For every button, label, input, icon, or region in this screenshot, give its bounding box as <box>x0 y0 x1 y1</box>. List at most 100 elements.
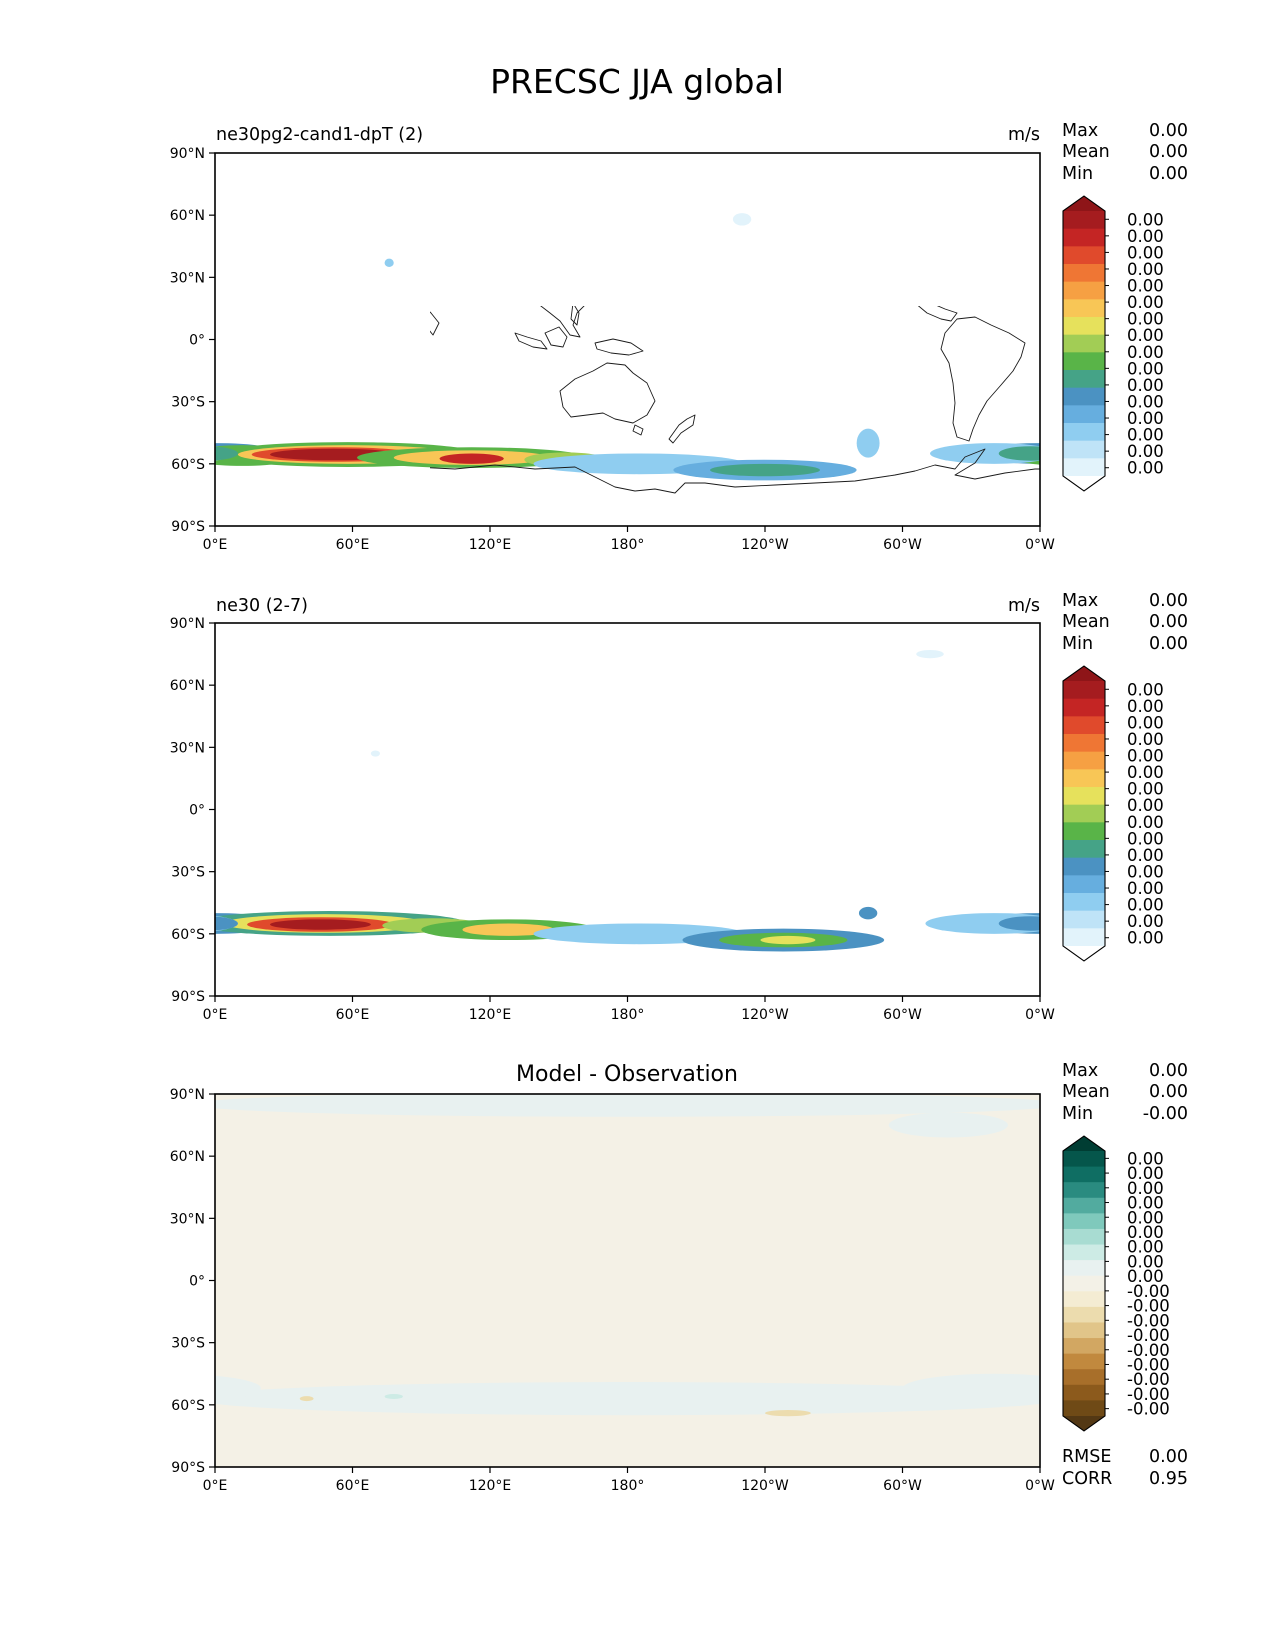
x-tick-label: 0°E <box>203 1007 228 1023</box>
y-tick-label: 60°N <box>170 678 205 694</box>
y-tick-label: 60°N <box>170 208 205 224</box>
panel-subtitle: Model - Observation <box>516 1062 738 1087</box>
colorbar-bin <box>1063 334 1105 353</box>
data-region <box>732 213 752 226</box>
colorbar-label: 0.00 <box>1127 1223 1164 1242</box>
colorbar-label: 0.00 <box>1127 376 1164 395</box>
stat-label: Max <box>1062 121 1098 141</box>
x-tick-label: 0°W <box>1025 1478 1055 1494</box>
x-tick-label: 120°E <box>469 537 512 553</box>
colorbar-bin <box>1063 440 1105 459</box>
colorbar-label: 0.00 <box>1127 813 1164 832</box>
y-tick-label: 30°S <box>171 865 205 881</box>
colorbar-extension-bottom <box>1063 476 1105 491</box>
data-region <box>215 1382 1040 1416</box>
colorbar-bin <box>1063 352 1105 371</box>
y-tick-label: 0° <box>189 803 205 819</box>
colorbar-label: -0.00 <box>1127 1341 1170 1360</box>
colorbar-label: 0.00 <box>1127 1149 1164 1168</box>
x-tick-label: 120°W <box>741 537 789 553</box>
colorbar-bin <box>1063 211 1105 230</box>
x-tick-label: 180° <box>611 1478 645 1494</box>
data-region <box>765 1410 811 1417</box>
y-tick-label: 0° <box>189 333 205 349</box>
colorbar-label: 0.00 <box>1127 1238 1164 1257</box>
colorbar-label: 0.00 <box>1127 426 1164 445</box>
data-region <box>888 1112 1008 1138</box>
colorbar-bin <box>1063 1353 1105 1370</box>
metric-value: 0.95 <box>1149 1469 1188 1489</box>
colorbar-label: 0.00 <box>1127 929 1164 948</box>
y-tick-label: 0° <box>189 1274 205 1290</box>
colorbar-bin <box>1063 264 1105 283</box>
metric-label: CORR <box>1062 1469 1112 1489</box>
colorbar-outline <box>1062 195 1106 492</box>
metric-value: 0.00 <box>1149 1447 1188 1467</box>
stat-value: 0.00 <box>1149 1061 1188 1081</box>
colorbar-bin <box>1063 1400 1105 1417</box>
colorbar-label: 0.00 <box>1127 896 1164 915</box>
colorbar-bin <box>1063 804 1105 823</box>
panel-units: m/s <box>1008 125 1040 145</box>
x-tick-label: 0°E <box>203 537 228 553</box>
colorbar-label: 0.00 <box>1127 1208 1164 1227</box>
map-data-layer <box>215 1094 1040 1417</box>
colorbar-bin <box>1063 1244 1105 1261</box>
y-tick-label: 90°S <box>171 519 205 535</box>
colorbar-label: 0.00 <box>1127 747 1164 766</box>
stats-block: Max 0.00 Mean 0.00 Min 0.00 <box>1062 121 1188 184</box>
x-tick-label: 60°W <box>883 1478 922 1494</box>
colorbar-label: 0.00 <box>1127 210 1164 229</box>
y-tick-label: 30°N <box>170 740 205 756</box>
panel-2: ne30 (2-7) m/s 0°E 60°E 120°E 180° 120°W 60°W… <box>170 591 1188 1023</box>
data-region <box>462 923 555 936</box>
stat-label: Min <box>1062 634 1093 654</box>
data-region <box>710 463 820 477</box>
colorbar-bin <box>1063 840 1105 859</box>
colorbar-label: 0.00 <box>1127 713 1164 732</box>
x-tick-label: 180° <box>611 537 645 553</box>
x-tick-label: 60°W <box>883 1007 922 1023</box>
colorbar-label: -0.00 <box>1127 1326 1170 1345</box>
colorbar-bin <box>1063 405 1105 424</box>
colorbar-bin <box>1063 681 1105 700</box>
y-tick-label: 30°N <box>170 270 205 286</box>
colorbar-bin <box>1063 1291 1105 1308</box>
colorbar-extension-top <box>1063 196 1105 211</box>
x-tick-label: 120°W <box>741 1478 789 1494</box>
colorbar-bin <box>1063 1182 1105 1199</box>
x-tick-label: 60°E <box>336 1007 370 1023</box>
colorbar-label: 0.00 <box>1127 277 1164 296</box>
colorbar-bin <box>1063 387 1105 406</box>
data-region <box>384 1394 403 1400</box>
panel-1: ne30pg2-cand1-dpT (2) m/s 0°E 60°E 120°E 18… <box>170 121 1188 553</box>
colorbar-bin <box>1063 893 1105 912</box>
colorbar-bin <box>1063 1338 1105 1355</box>
x-tick-label: 0°W <box>1025 1007 1055 1023</box>
colorbar-extension-bottom <box>1063 946 1105 961</box>
colorbar-bin <box>1063 458 1105 477</box>
x-tick-label: 180° <box>611 1007 645 1023</box>
axis-ticks: 0°E 60°E 120°E 180° 120°W 60°W 0°W 90°N 60°N 30°N… <box>170 616 1055 1023</box>
y-tick-label: 60°S <box>171 457 205 473</box>
colorbar-bin <box>1063 1151 1105 1168</box>
stat-value: 0.00 <box>1149 591 1188 611</box>
stat-label: Max <box>1062 1061 1098 1081</box>
colorbar-label: 0.00 <box>1127 1267 1164 1286</box>
stats-block: Max 0.00 Mean 0.00 Min 0.00 <box>1062 591 1188 654</box>
colorbar-bin <box>1063 1322 1105 1339</box>
colorbar-bin <box>1063 1306 1105 1323</box>
stat-label: Mean <box>1062 612 1110 632</box>
colorbar: 0.000.000.000.000.000.000.000.000.000.00… <box>1062 195 1164 492</box>
stat-value: 0.00 <box>1149 164 1188 184</box>
data-region <box>998 446 1040 461</box>
colorbar-bin <box>1063 751 1105 770</box>
y-tick-label: 30°S <box>171 1336 205 1352</box>
y-tick-label: 90°N <box>170 616 205 632</box>
x-tick-label: 120°E <box>469 1007 512 1023</box>
data-region <box>1017 1100 1040 1109</box>
colorbar-bin <box>1063 228 1105 247</box>
data-region <box>916 649 944 659</box>
colorbar-label: 0.00 <box>1127 1252 1164 1271</box>
